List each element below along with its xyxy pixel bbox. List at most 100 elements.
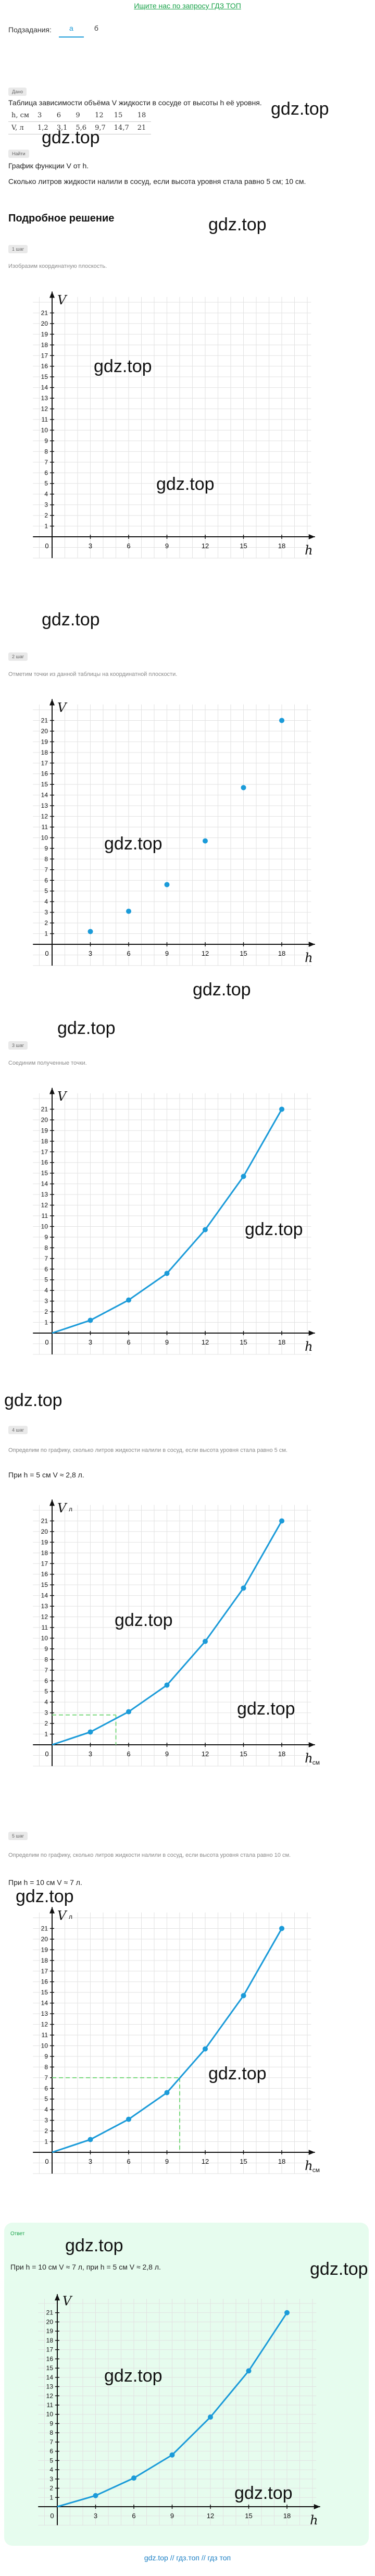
y-tick-label: 19	[41, 1127, 48, 1134]
y-axis-label: V	[57, 293, 68, 307]
table-cell: 12	[92, 109, 111, 122]
y-tick-label: 4	[44, 2106, 48, 2113]
y-tick-label: 11	[42, 2031, 48, 2039]
x-tick-label: 18	[283, 2512, 291, 2520]
y-tick-label: 14	[41, 1180, 48, 1188]
y-tick-label: 18	[46, 2337, 54, 2344]
y-tick-label: 9	[49, 2420, 53, 2427]
y-tick-label: 11	[42, 823, 48, 831]
y-tick-label: 3	[44, 1709, 48, 1717]
y-tick-label: 12	[46, 2392, 54, 2399]
x-axis-arrow	[308, 2150, 315, 2155]
y-axis-label: V	[57, 1089, 68, 1104]
y-tick-label: 4	[44, 1698, 48, 1706]
watermark: gdz.top	[16, 1887, 74, 1906]
x-unit-label: см	[312, 2166, 320, 2174]
data-point	[164, 882, 170, 888]
watermark: gdz.top	[57, 1018, 116, 1038]
origin-label: 0	[45, 1750, 48, 1758]
y-tick-label: 11	[47, 2401, 54, 2409]
x-axis-arrow	[308, 1742, 315, 1747]
table-cell: 3,1	[53, 121, 73, 134]
data-point	[241, 1174, 246, 1179]
y-tick-label: 18	[41, 1957, 48, 1964]
top-search-link[interactable]: Ищите нас по запросу ГДЗ ТОП	[134, 2, 241, 10]
step5-result: При h = 10 см V ≈ 7 л.	[8, 1878, 82, 1887]
grid	[33, 704, 311, 966]
y-tick-label: 18	[41, 341, 48, 349]
table-cell: 5,6	[72, 121, 92, 134]
y-tick-label: 14	[41, 1592, 48, 1599]
watermark: gdz.top	[104, 2366, 162, 2386]
data-point	[284, 2310, 290, 2315]
x-tick-label: 3	[89, 1338, 92, 1346]
watermark: gdz.top	[94, 356, 152, 376]
origin-label: 0	[50, 2512, 54, 2520]
x-axis-arrow	[308, 534, 315, 539]
data-point	[88, 1317, 93, 1323]
y-tick-label: 10	[41, 426, 48, 434]
y-tick-label: 13	[41, 395, 48, 402]
grid	[38, 2299, 317, 2525]
x-tick-label: 9	[165, 1750, 169, 1758]
watermark: gdz.top	[237, 1699, 295, 1719]
subtask-tabs: Подзадания: а б	[8, 22, 109, 38]
y-tick-label: 19	[41, 1538, 48, 1546]
y-tick-label: 20	[41, 1116, 48, 1124]
x-tick-label: 12	[202, 542, 209, 550]
y-tick-label: 6	[44, 877, 48, 884]
y-tick-label: 8	[44, 1656, 48, 1663]
y-tick-label: 18	[41, 1549, 48, 1557]
y-tick-label: 1	[49, 2494, 53, 2501]
given-text: Таблица зависимости объёма V жидкости в …	[8, 98, 262, 107]
y-tick-label: 16	[41, 1159, 48, 1166]
y-tick-label: 21	[41, 309, 48, 316]
data-point	[279, 1106, 284, 1112]
y-tick-label: 21	[41, 1925, 48, 1932]
data-point	[126, 908, 131, 914]
y-tick-label: 15	[41, 1169, 48, 1177]
y-tick-label: 15	[41, 373, 48, 380]
x-tick-label: 6	[127, 542, 130, 550]
y-axis-label: V	[63, 2294, 73, 2309]
data-point	[279, 1926, 284, 1931]
data-point	[126, 2116, 131, 2122]
step1-tag: 1 шаг	[8, 245, 28, 253]
y-tick-label: 16	[46, 2355, 54, 2362]
x-tick-label: 6	[127, 2158, 130, 2165]
x-tick-label: 3	[89, 2158, 92, 2165]
table-cell: 18	[134, 109, 152, 122]
y-tick-label: 1	[44, 1731, 48, 1738]
footer-links[interactable]: gdz.top // гдз.топ // гдз топ	[144, 2554, 231, 2562]
answer-text: При h = 10 см V ≈ 7 л, при h = 5 см V ≈ …	[10, 2263, 161, 2271]
y-axis-arrow	[49, 291, 55, 298]
x-tick-label: 18	[278, 2158, 285, 2165]
y-tick-label: 19	[41, 1946, 48, 1953]
data-point	[126, 1709, 131, 1715]
y-tick-label: 16	[41, 363, 48, 370]
y-tick-label: 20	[46, 2318, 54, 2325]
data-point	[208, 2414, 213, 2420]
x-tick-label: 18	[278, 1338, 285, 1346]
y-tick-label: 8	[49, 2429, 53, 2436]
y-tick-label: 3	[49, 2475, 53, 2483]
data-point	[279, 1518, 284, 1524]
tab-a[interactable]: а	[58, 22, 84, 38]
y-tick-label: 17	[46, 2346, 54, 2353]
y-tick-label: 18	[41, 749, 48, 756]
data-point	[203, 1227, 208, 1232]
y-tick-label: 9	[44, 845, 48, 852]
x-tick-label: 9	[165, 2158, 169, 2165]
data-point	[203, 1638, 208, 1644]
data-point	[131, 2475, 136, 2481]
table-cell: 9	[72, 109, 92, 122]
tab-b[interactable]: б	[94, 24, 98, 32]
watermark: gdz.top	[245, 1219, 303, 1239]
y-tick-label: 8	[44, 2063, 48, 2070]
chart-guide-10: 3 6 9 12 15 180123456789101112131415161718192…	[33, 1907, 320, 2174]
y-tick-label: 17	[41, 759, 48, 767]
watermark: gdz.top	[115, 1610, 173, 1630]
x-unit-label: см	[312, 1759, 320, 1766]
y-tick-label: 20	[41, 320, 48, 327]
origin-label: 0	[45, 542, 48, 550]
